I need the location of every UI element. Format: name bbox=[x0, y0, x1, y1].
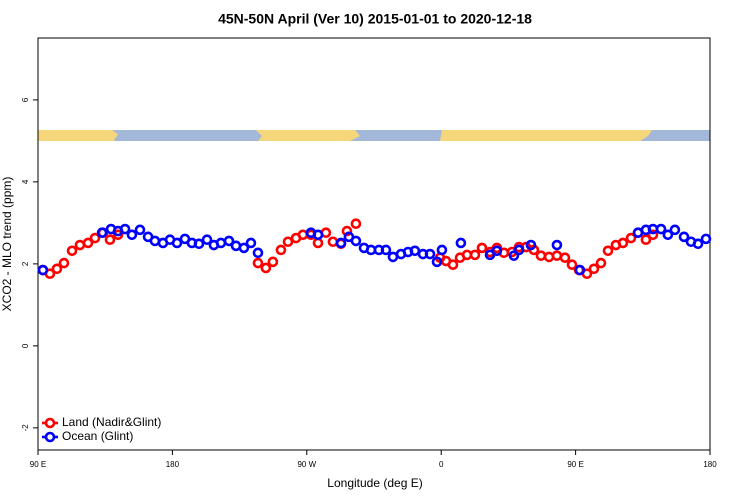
data-point bbox=[260, 262, 272, 274]
data-point bbox=[525, 239, 537, 251]
data-point bbox=[245, 237, 257, 249]
y-tick-label: 0 bbox=[21, 343, 30, 348]
data-point bbox=[201, 234, 213, 245]
data-point bbox=[238, 242, 250, 254]
data-point bbox=[424, 248, 436, 260]
data-point bbox=[662, 229, 674, 241]
data-point bbox=[640, 234, 652, 245]
data-point bbox=[669, 224, 681, 236]
data-point bbox=[559, 252, 571, 264]
data-point bbox=[700, 233, 712, 245]
legend-label: Land (Nadir&Glint) bbox=[62, 415, 161, 429]
x-tick-label: 90 E bbox=[30, 460, 46, 469]
data-point bbox=[455, 237, 467, 249]
data-point bbox=[74, 239, 86, 251]
data-point bbox=[508, 250, 520, 261]
x-tick-label: 90 W bbox=[297, 460, 316, 469]
data-point bbox=[595, 257, 607, 269]
data-point bbox=[104, 234, 116, 245]
x-tick-label: 90 E bbox=[567, 460, 583, 469]
data-point bbox=[335, 237, 347, 249]
data-point bbox=[588, 263, 600, 275]
data-point bbox=[436, 244, 448, 256]
y-axis-label: XCO2 - MLO trend (ppm) bbox=[0, 177, 14, 312]
data-point bbox=[134, 224, 146, 236]
data-point bbox=[149, 235, 161, 247]
legend-swatch bbox=[44, 431, 56, 443]
chart-title: 45N-50N April (Ver 10) 2015-01-01 to 202… bbox=[218, 11, 532, 27]
data-point bbox=[513, 244, 525, 256]
data-point bbox=[96, 227, 108, 239]
data-point bbox=[215, 237, 227, 249]
legend-swatch bbox=[44, 417, 56, 429]
x-tick-label: 0 bbox=[439, 460, 444, 469]
data-point bbox=[431, 256, 443, 268]
data-point bbox=[223, 235, 235, 247]
data-point bbox=[491, 245, 503, 257]
data-point bbox=[341, 225, 353, 237]
data-point bbox=[312, 229, 324, 241]
data-point bbox=[327, 236, 339, 248]
y-tick-label: -2 bbox=[21, 424, 30, 432]
data-point bbox=[692, 238, 704, 250]
data-point bbox=[37, 264, 49, 276]
y-tick-label: 2 bbox=[21, 261, 30, 266]
data-point bbox=[312, 237, 324, 249]
data-point bbox=[535, 250, 547, 261]
x-tick-label: 180 bbox=[703, 460, 717, 469]
y-tick-label: 4 bbox=[21, 179, 30, 184]
x-tick-label: 180 bbox=[166, 460, 180, 469]
data-point bbox=[617, 237, 629, 249]
data-point bbox=[447, 259, 459, 271]
data-point bbox=[275, 244, 287, 256]
data-point bbox=[89, 232, 101, 244]
data-point bbox=[602, 245, 614, 257]
data-point bbox=[193, 238, 205, 250]
data-point bbox=[625, 232, 637, 244]
data-point bbox=[171, 237, 183, 249]
data-point bbox=[551, 239, 563, 251]
data-point bbox=[574, 264, 586, 276]
y-tick-label: 6 bbox=[21, 97, 30, 102]
data-point bbox=[282, 236, 294, 248]
data-point bbox=[350, 218, 362, 230]
data-point bbox=[476, 242, 488, 254]
data-point bbox=[66, 245, 78, 257]
data-point bbox=[119, 223, 131, 235]
x-axis-label: Longitude (deg E) bbox=[327, 476, 422, 490]
data-point bbox=[252, 257, 264, 269]
data-point bbox=[82, 237, 94, 249]
data-point bbox=[647, 229, 659, 241]
data-point bbox=[126, 229, 138, 241]
data-point bbox=[678, 231, 690, 243]
data-point bbox=[566, 259, 578, 271]
data-point bbox=[350, 235, 362, 247]
data-point bbox=[551, 250, 563, 261]
land-ocean-strip bbox=[38, 130, 710, 141]
data-point bbox=[655, 223, 667, 235]
data-point bbox=[380, 244, 392, 256]
data-point bbox=[252, 247, 264, 259]
plot-frame bbox=[37, 37, 711, 451]
data-point bbox=[469, 249, 481, 261]
data-point bbox=[112, 229, 124, 241]
data-point bbox=[58, 257, 70, 269]
legend-label: Ocean (Glint) bbox=[62, 429, 133, 443]
data-point bbox=[51, 263, 63, 275]
data-point bbox=[267, 256, 279, 268]
